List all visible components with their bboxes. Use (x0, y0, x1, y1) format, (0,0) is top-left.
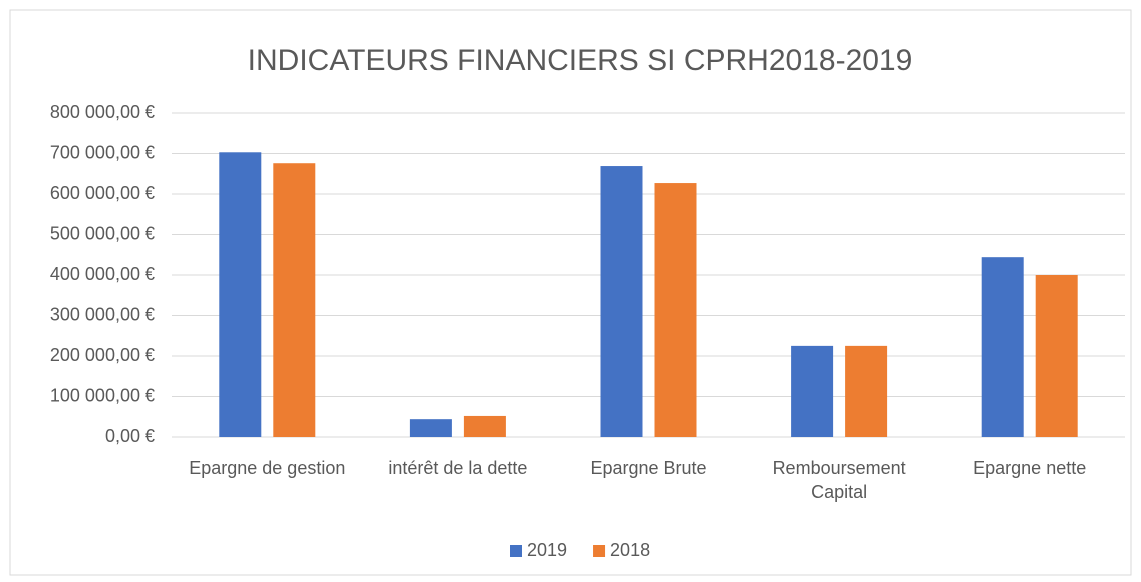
bar (654, 183, 697, 437)
x-tick-label: intérêt de la dette (388, 458, 528, 478)
y-tick-label: 800 000,00 € (50, 102, 155, 122)
legend-swatch (510, 545, 522, 557)
x-tick-label: Epargne de gestion (189, 458, 346, 478)
bar (219, 152, 262, 437)
legend-swatch (593, 545, 606, 557)
y-tick-label: 700 000,00 € (50, 142, 155, 162)
legend-label: 2019 (527, 540, 567, 560)
bar (1035, 275, 1078, 437)
bar (273, 163, 316, 437)
bar (845, 345, 888, 437)
bar (791, 345, 834, 437)
bar (600, 166, 643, 437)
bar (409, 419, 452, 437)
chart-title: INDICATEURS FINANCIERS SI CPRH2018-2019 (248, 44, 913, 77)
y-tick-label: 500 000,00 € (50, 223, 155, 243)
x-tick-label: Epargne nette (973, 458, 1087, 478)
x-tick-label: Remboursement Capital (772, 458, 906, 502)
y-tick-label: 0,00 € (105, 426, 155, 446)
bar (981, 257, 1024, 437)
y-tick-label: 100 000,00 € (50, 385, 155, 405)
legend-label: 2018 (610, 540, 650, 560)
bar (463, 415, 506, 437)
y-tick-label: 400 000,00 € (50, 264, 155, 284)
y-tick-label: 300 000,00 € (50, 304, 155, 324)
chart-frame (9, 9, 1132, 576)
x-tick-label: Epargne Brute (590, 458, 707, 478)
y-tick-label: 200 000,00 € (50, 345, 155, 365)
y-tick-label: 600 000,00 € (50, 183, 155, 203)
